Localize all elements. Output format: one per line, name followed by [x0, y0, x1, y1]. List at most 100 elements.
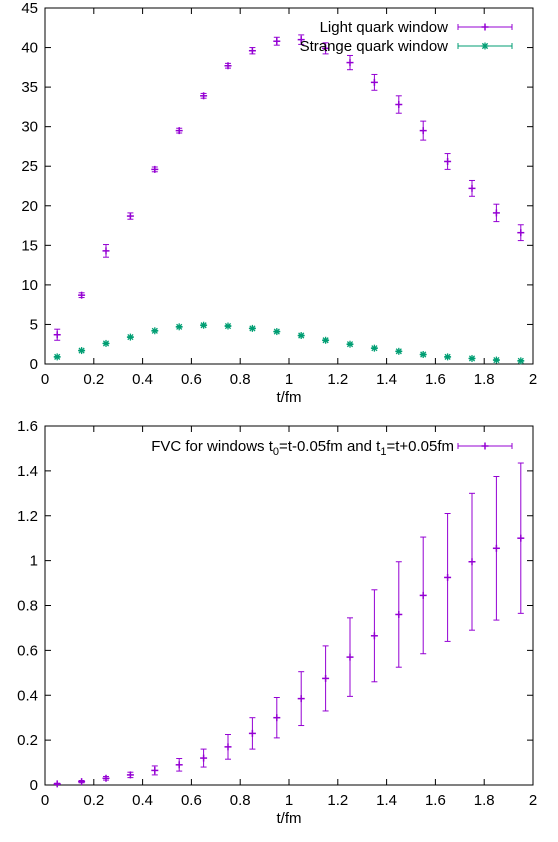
x-tick: 0.8	[230, 426, 251, 809]
data-point	[175, 127, 183, 135]
y-tick: 0.6	[17, 642, 533, 659]
y-tick: 30	[21, 119, 533, 136]
data-point	[151, 327, 159, 335]
data-point	[53, 331, 61, 339]
y-tick: 0.2	[17, 732, 533, 749]
x-tick-label: 1.4	[376, 792, 397, 809]
data-point	[248, 324, 256, 332]
data-point	[322, 336, 330, 344]
x-tick: 0.4	[132, 8, 153, 388]
x-tick-label: 0.8	[230, 792, 251, 809]
y-tick: 35	[21, 79, 533, 96]
data-point	[492, 209, 500, 217]
data-point	[273, 37, 281, 45]
y-tick: 1.6	[17, 418, 533, 435]
x-tick: 0.8	[230, 8, 251, 388]
y-tick: 0	[30, 356, 533, 373]
x-tick-label: 1.4	[376, 371, 397, 388]
legend-bottom: FVC for windows t0=t-0.05fm and t1=t+0.0…	[151, 438, 513, 458]
legend-fvc-part-a: FVC for windows t	[151, 438, 274, 455]
series-top	[53, 34, 525, 365]
data-point	[175, 323, 183, 331]
x-tick: 0.2	[83, 8, 104, 388]
y-tick-label: 1.2	[17, 508, 38, 525]
legend-top: Light quark window Strange quark window	[300, 19, 513, 55]
data-point	[346, 340, 354, 348]
x-tick-label: 0.8	[230, 371, 251, 388]
y-tick: 1.2	[17, 508, 533, 525]
data-point	[322, 44, 330, 52]
x-tick: 0.4	[132, 426, 153, 809]
data-point	[468, 354, 476, 362]
data-point	[126, 771, 134, 779]
chart-top: 0 0.2 0.4 0.6 0.8 1 1.2 1.4 1.6 1.8 2 0 5 10 15 20 25 30…	[21, 0, 537, 406]
y-tick: 10	[21, 277, 533, 294]
data-point	[444, 573, 452, 581]
x-tick: 0.6	[181, 8, 202, 388]
data-point	[370, 78, 378, 86]
x-tick-label: 0	[41, 371, 49, 388]
y-tick-label: 1.4	[17, 463, 38, 480]
x-tick: 0.6	[181, 426, 202, 809]
y-tick-label: 1.6	[17, 418, 38, 435]
x-tick: 2	[529, 426, 537, 809]
data-point	[53, 353, 61, 361]
y-tick-label: 15	[21, 237, 38, 254]
y-tick: 45	[21, 0, 533, 17]
y-tick: 0.8	[17, 598, 533, 615]
y-tick-label: 35	[21, 79, 38, 96]
x-axis-label-bottom: t/fm	[277, 810, 302, 827]
x-tick: 1.8	[474, 8, 495, 388]
data-point	[370, 344, 378, 352]
data-point	[200, 321, 208, 329]
x-tick-label: 2	[529, 792, 537, 809]
data-point	[419, 591, 427, 599]
data-point	[126, 212, 134, 220]
data-point	[78, 347, 86, 355]
legend-label-light-quark: Light quark window	[320, 19, 449, 36]
series-1	[53, 321, 525, 365]
x-tick: 1.2	[327, 426, 348, 809]
x-tick: 0.2	[83, 426, 104, 809]
x-tick-label: 1	[285, 792, 293, 809]
data-point	[395, 101, 403, 109]
series-0	[53, 462, 525, 788]
legend-sample-fvc	[457, 442, 513, 450]
y-tick-label: 0.8	[17, 598, 38, 615]
data-point	[224, 62, 232, 70]
y-tick: 40	[21, 40, 533, 57]
data-point	[395, 347, 403, 355]
x-tick-label: 0.4	[132, 792, 153, 809]
legend-fvc-part-c: =t+0.05fm	[386, 438, 454, 455]
data-point	[444, 353, 452, 361]
data-point	[175, 761, 183, 769]
legend-sample-strange-quark	[457, 42, 513, 50]
y-tick: 1.4	[17, 463, 533, 480]
data-point	[517, 534, 525, 542]
data-point	[297, 695, 305, 703]
x-ticks-top: 0 0.2 0.4 0.6 0.8 1 1.2 1.4 1.6 1.8 2	[41, 8, 537, 388]
x-ticks-bottom: 0 0.2 0.4 0.6 0.8 1 1.2 1.4 1.6 1.8 2	[41, 426, 537, 809]
data-point	[297, 332, 305, 340]
data-point	[297, 36, 305, 44]
x-axis-label-top: t/fm	[277, 389, 302, 406]
y-tick: 0.4	[17, 687, 533, 704]
x-tick-label: 0.2	[83, 792, 104, 809]
data-point	[248, 729, 256, 737]
y-tick: 5	[30, 316, 533, 333]
data-point	[248, 47, 256, 55]
data-point	[419, 351, 427, 359]
x-tick-label: 0.2	[83, 371, 104, 388]
y-tick: 20	[21, 198, 533, 215]
data-point	[102, 247, 110, 255]
x-tick: 1.4	[376, 426, 397, 809]
data-point	[273, 714, 281, 722]
x-tick-label: 1.6	[425, 371, 446, 388]
x-tick-label: 0.6	[181, 371, 202, 388]
data-point	[200, 92, 208, 100]
x-tick: 0	[41, 8, 49, 388]
legend-fvc-part-b: =t-0.05fm and t	[279, 438, 381, 455]
x-tick: 1	[285, 426, 293, 809]
y-tick: 0	[30, 777, 533, 794]
